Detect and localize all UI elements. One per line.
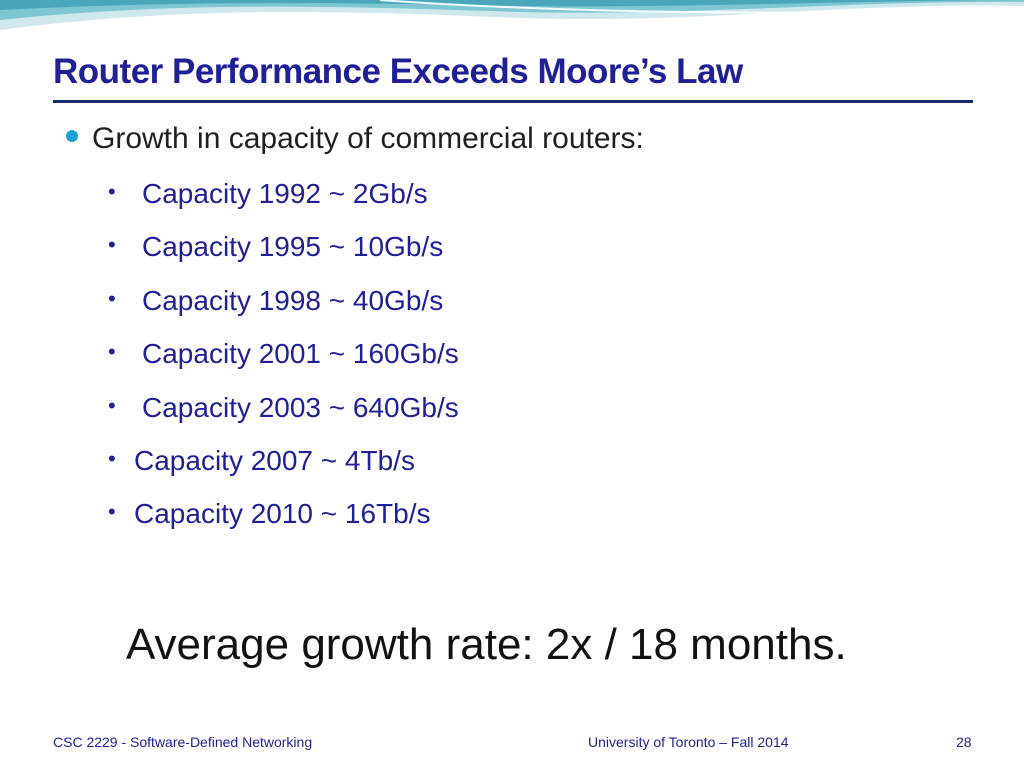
title-underline — [53, 100, 973, 103]
list-item: • Capacity 2001 ~ 160Gb/s — [108, 333, 459, 386]
list-item: • Capacity 1995 ~ 10Gb/s — [108, 226, 459, 279]
bullet-icon: • — [108, 445, 116, 471]
footer-course: CSC 2229 - Software-Defined Networking — [53, 734, 313, 750]
header-wave-decoration — [0, 0, 1024, 30]
sub-bullet-text: Capacity 2001 ~ 160Gb/s — [142, 338, 459, 370]
list-item: • Capacity 2007 ~ 4Tb/s — [108, 440, 459, 493]
footer-institution: University of Toronto – Fall 2014 — [588, 734, 789, 750]
sub-bullet-text: Capacity 2010 ~ 16Tb/s — [134, 498, 431, 530]
list-item: • Capacity 2003 ~ 640Gb/s — [108, 387, 459, 440]
sub-bullet-text: Capacity 2003 ~ 640Gb/s — [142, 391, 459, 423]
sub-bullet-list: • Capacity 1992 ~ 2Gb/s • Capacity 1995 … — [108, 173, 459, 547]
summary-statement: Average growth rate: 2x / 18 months. — [126, 620, 847, 669]
main-bullet: Growth in capacity of commercial routers… — [66, 122, 644, 156]
footer-page-number: 28 — [956, 734, 972, 750]
sub-bullet-text: Capacity 1998 ~ 40Gb/s — [142, 284, 444, 316]
bullet-icon: • — [108, 339, 116, 365]
main-bullet-text: Growth in capacity of commercial routers… — [92, 122, 644, 155]
sub-bullet-text: Capacity 1995 ~ 10Gb/s — [142, 231, 444, 263]
slide-title: Router Performance Exceeds Moore’s Law — [53, 52, 743, 91]
list-item: • Capacity 2010 ~ 16Tb/s — [108, 493, 459, 546]
sub-bullet-text: Capacity 2007 ~ 4Tb/s — [134, 444, 415, 476]
bullet-icon: • — [108, 499, 116, 525]
sub-bullet-text: Capacity 1992 ~ 2Gb/s — [142, 178, 428, 209]
bullet-icon: • — [108, 392, 116, 418]
bullet-icon: • — [108, 232, 116, 258]
list-item: • Capacity 1998 ~ 40Gb/s — [108, 280, 459, 333]
list-item: • Capacity 1992 ~ 2Gb/s — [108, 173, 459, 226]
bullet-dot-icon — [66, 130, 78, 142]
bullet-icon: • — [108, 285, 116, 311]
bullet-icon: • — [108, 179, 116, 204]
